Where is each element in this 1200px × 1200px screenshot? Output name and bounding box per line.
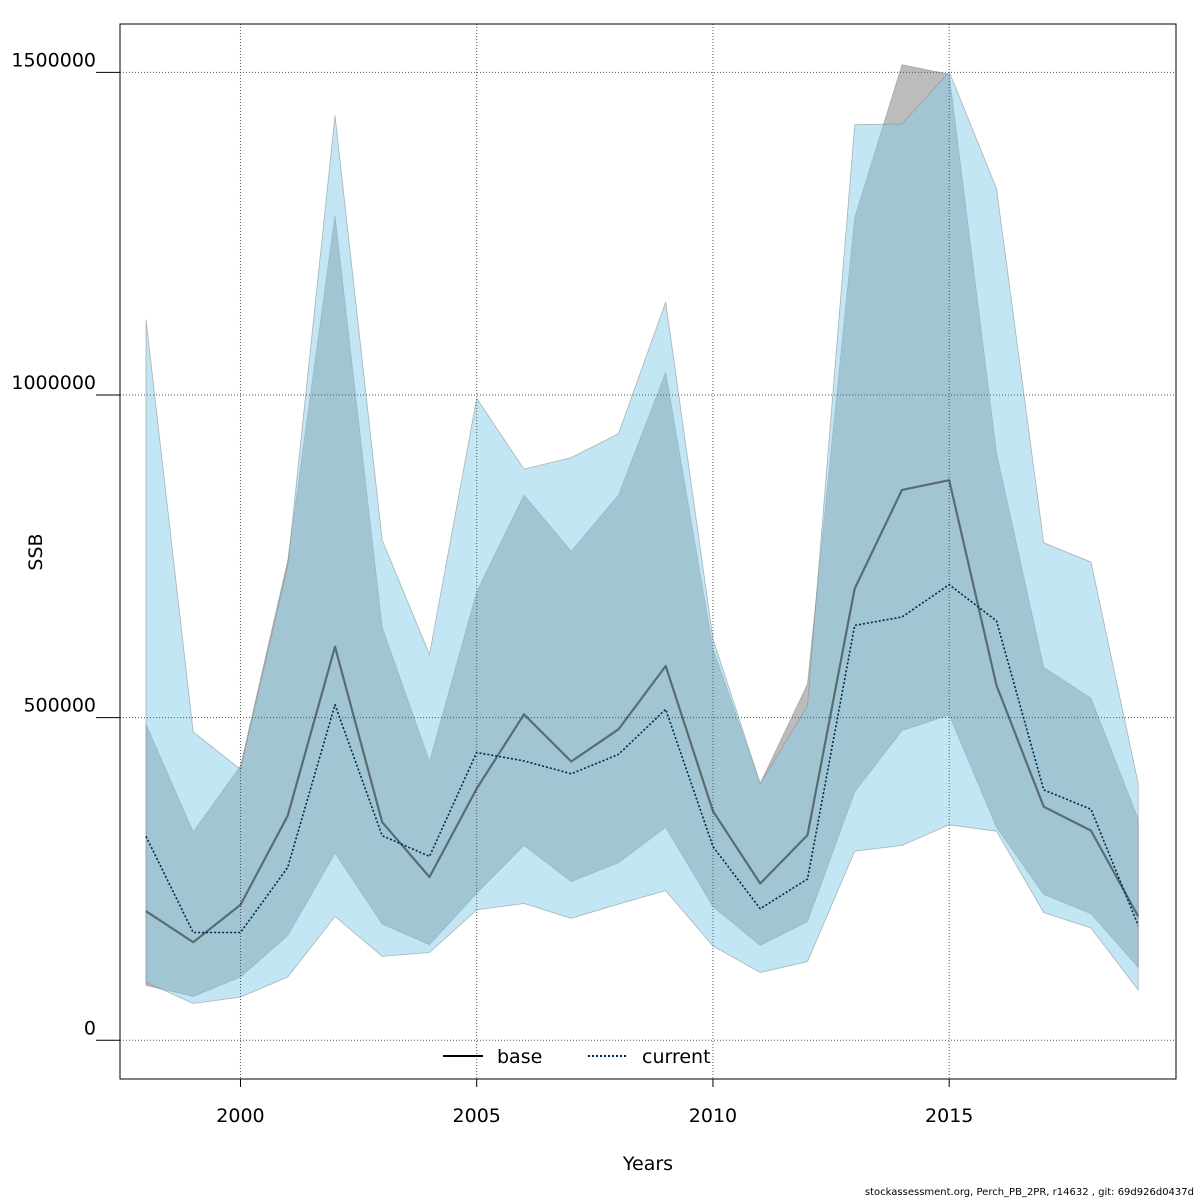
series-line-1 [145,583,1139,934]
x-axis: 2000 2005 2010 2015 [216,1079,973,1127]
y-axis-title: SSB [25,533,47,570]
x-tick-label: 2010 [689,1105,737,1127]
y-tick-label: 1000000 [11,372,96,394]
legend-label-base: base [497,1046,542,1068]
x-axis-title: Years [622,1153,673,1175]
y-axis: 0 500000 1000000 1500000 [11,49,120,1041]
x-tick-label: 2015 [925,1105,973,1127]
legend: base current [443,1046,711,1068]
grid-lines [120,24,1176,1079]
confidence-bands [145,64,1139,1004]
x-tick-label: 2000 [216,1105,264,1127]
y-tick-label: 1500000 [11,49,96,71]
plot-frame [119,23,1177,1080]
confidence-band-1 [145,70,1139,1004]
footer-note: stockassessment.org, Perch_PB_2PR, r1463… [864,1187,1194,1198]
legend-label-current: current [642,1046,711,1068]
series-line-0 [145,479,1140,944]
y-tick-label: 500000 [23,695,96,717]
series-lines [145,479,1140,944]
x-tick-label: 2005 [453,1105,501,1127]
y-tick-label: 0 [84,1017,96,1039]
